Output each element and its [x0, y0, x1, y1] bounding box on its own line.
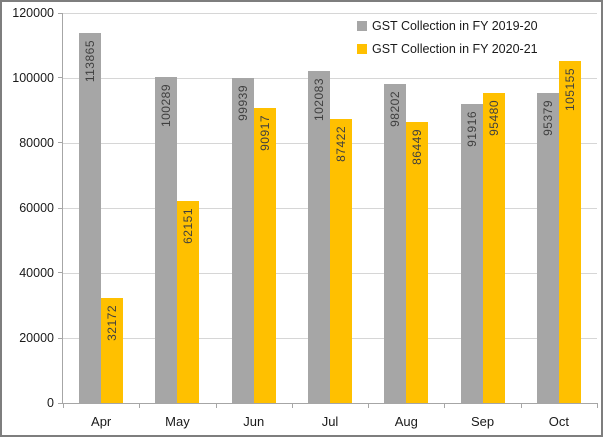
bar-group-may: 100289 62151 [139, 13, 215, 403]
bar-group-apr: 113865 32172 [63, 13, 139, 403]
x-axis-label-apr: Apr [91, 414, 112, 429]
x-axis-label-oct: Oct [548, 414, 569, 429]
legend-swatch-fy-2019-20-icon [357, 20, 367, 31]
plot-area: 113865 32172 100289 62151 99939 90917 102083 87… [12, 6, 598, 429]
bar-value-label: 98202 [388, 90, 403, 127]
bar-value-label: 62151 [181, 208, 196, 244]
bar-group-aug: 98202 86449 [368, 13, 444, 403]
bar-sep-series-2: 95480 [482, 92, 505, 403]
y-axis-label: 100000 [12, 70, 54, 85]
legend: GST Collection in FY 2019-20 GST Collect… [357, 14, 538, 60]
bar-aug-series-1: 98202 [384, 83, 407, 403]
bar-group-jun: 99939 90917 [216, 13, 292, 403]
y-axis-label: 120000 [12, 6, 54, 20]
y-axis-label: 40000 [19, 265, 54, 280]
y-axis-tick [58, 77, 63, 79]
bar-value-label: 105155 [562, 68, 577, 112]
y-axis-tick [58, 12, 63, 14]
bar-group-jul: 102083 87422 [292, 13, 368, 403]
legend-label-fy-2020-21: GST Collection in FY 2020-21 [372, 41, 538, 56]
bar-group-sep: 91916 95480 [444, 13, 520, 403]
x-axis-tick [444, 403, 446, 408]
x-axis-label-aug: Aug [394, 414, 418, 429]
x-axis-tick [520, 403, 522, 408]
bars-layer: 113865 32172 100289 62151 99939 90917 102083 87… [63, 13, 597, 403]
y-axis-label: 60000 [19, 201, 54, 215]
y-axis-tick [58, 402, 63, 404]
y-axis-tick [58, 207, 63, 209]
x-axis-tick [597, 403, 598, 408]
bar-jul-series-2: 87422 [329, 118, 352, 403]
bar-jul-series-1: 102083 [307, 71, 330, 403]
bar-value-label: 95480 [486, 99, 501, 136]
bar-jun-series-1: 99939 [231, 78, 254, 403]
bar-may-series-1: 100289 [155, 77, 178, 403]
bar-value-label: 95379 [540, 100, 555, 136]
legend-swatch-fy-2020-21-icon [357, 43, 367, 54]
bar-group-oct: 95379 105155 [521, 13, 597, 403]
x-axis-tick [139, 403, 141, 408]
x-axis-tick [63, 403, 64, 408]
x-axis-tick [291, 403, 293, 408]
bar-jun-series-2: 90917 [253, 107, 276, 403]
bar-oct-series-1: 95379 [536, 93, 559, 403]
bar-value-label: 86449 [410, 129, 425, 165]
x-axis-tick [368, 403, 370, 408]
bar-apr-series-1: 113865 [79, 32, 102, 403]
bar-oct-series-2: 105155 [558, 61, 581, 403]
legend-item-fy-2020-21: GST Collection in FY 2020-21 [357, 37, 538, 60]
bar-value-label: 102083 [311, 78, 326, 122]
y-axis-tick [58, 142, 63, 144]
y-axis-label: 20000 [19, 331, 54, 345]
bar-value-label: 32172 [105, 305, 120, 342]
legend-item-fy-2019-20: GST Collection in FY 2019-20 [357, 14, 538, 37]
x-axis-label-jul: Jul [321, 414, 339, 429]
bar-value-label: 87422 [333, 125, 348, 162]
x-axis-label-sep: Sep [470, 414, 495, 429]
bar-value-label: 90917 [257, 114, 272, 151]
bar-sep-series-1: 91916 [460, 104, 483, 403]
y-axis-label: 80000 [19, 135, 54, 150]
y-axis-tick [58, 272, 63, 274]
bar-may-series-2: 62151 [177, 201, 200, 403]
y-axis-label: 0 [47, 396, 54, 410]
gridline [63, 77, 597, 79]
bar-value-label: 100289 [159, 84, 174, 128]
x-axis-tick [215, 403, 217, 408]
legend-label-fy-2019-20: GST Collection in FY 2019-20 [372, 18, 538, 33]
x-axis-label-may: May [165, 414, 190, 429]
y-axis-tick [58, 337, 63, 339]
x-axis-label-jun: Jun [243, 414, 265, 429]
bar-aug-series-2: 86449 [406, 122, 429, 403]
bar-value-label: 99939 [235, 85, 250, 122]
bar-apr-series-2: 32172 [101, 298, 124, 403]
bar-value-label: 91916 [464, 111, 479, 148]
bar-value-label: 113865 [83, 39, 98, 83]
gridline [63, 13, 597, 14]
